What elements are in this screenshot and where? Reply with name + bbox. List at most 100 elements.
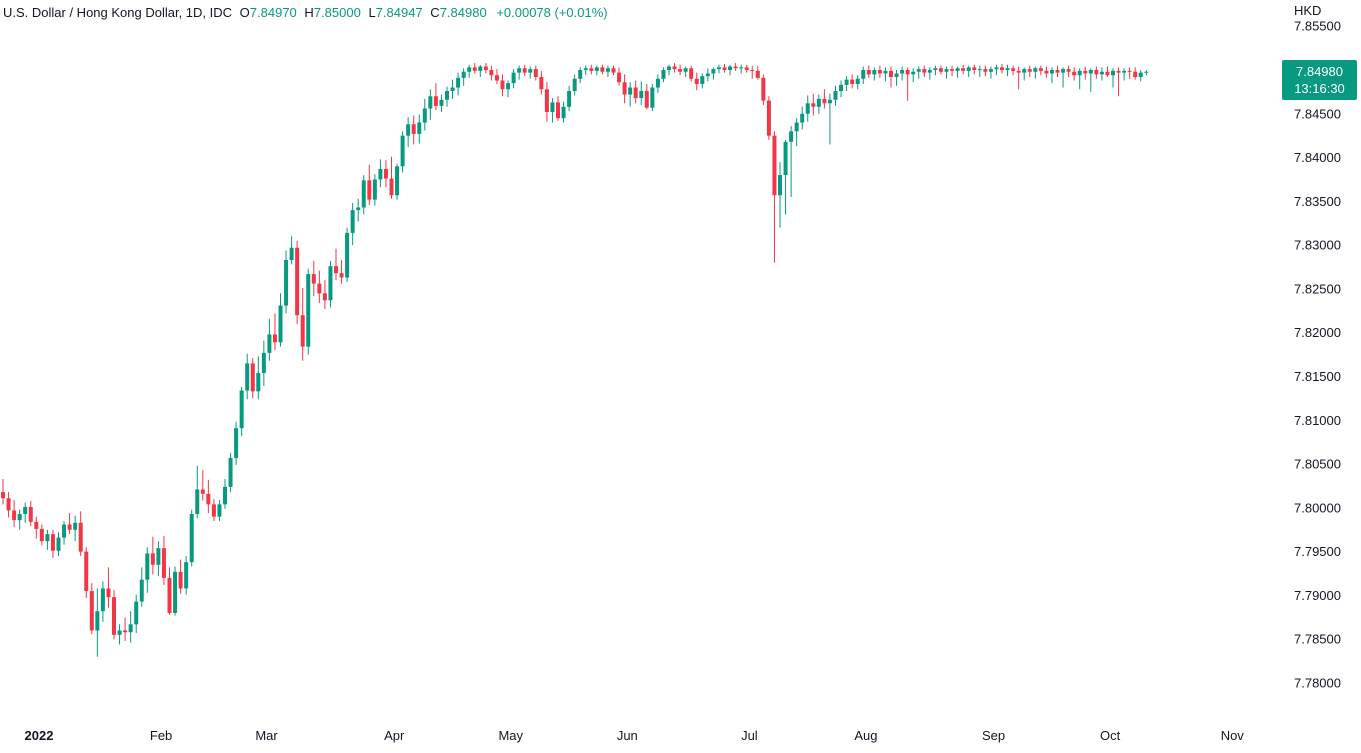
- candle: [644, 84, 649, 110]
- candle-body: [1094, 70, 1099, 75]
- candle-body: [223, 486, 227, 505]
- candle: [34, 516, 39, 539]
- candle-body: [522, 68, 527, 73]
- candle-body: [117, 630, 122, 635]
- candle-body: [861, 70, 866, 79]
- candle: [850, 74, 855, 89]
- candle-body: [961, 68, 966, 71]
- candle-body: [150, 553, 155, 565]
- candle-body: [755, 70, 760, 78]
- candle-body: [411, 124, 416, 134]
- candle-body: [17, 513, 22, 521]
- candle-body: [539, 77, 544, 90]
- candle-body: [112, 597, 116, 635]
- candle: [272, 313, 277, 351]
- candle: [977, 65, 982, 78]
- candle: [1105, 66, 1110, 78]
- price-tick-label: 7.78500: [1294, 632, 1341, 647]
- candle: [877, 65, 882, 78]
- price-tick-label: 7.85500: [1294, 19, 1341, 34]
- high-label: H: [304, 5, 314, 20]
- candle: [1099, 67, 1104, 81]
- symbol-title[interactable]: U.S. Dollar / Hong Kong Dollar, 1D, IDC: [3, 5, 233, 20]
- candle: [161, 535, 166, 585]
- candle: [1016, 66, 1021, 90]
- candle: [1138, 70, 1143, 82]
- time-axis[interactable]: 2022 Feb Mar Apr May Jun Jul Aug Sep Oct Nov: [25, 728, 1245, 743]
- candle: [328, 260, 333, 308]
- candle-body: [1055, 70, 1060, 73]
- candle-body: [766, 100, 771, 136]
- candle-body: [1005, 68, 1010, 70]
- candle: [900, 66, 905, 81]
- candle: [689, 65, 694, 82]
- candle-body: [1088, 70, 1093, 74]
- candle-body: [23, 506, 28, 514]
- candle-body: [456, 77, 461, 88]
- candle: [45, 529, 50, 550]
- candle-body: [1061, 69, 1066, 73]
- candle: [361, 175, 366, 215]
- candle: [1077, 68, 1082, 90]
- candle-body: [167, 577, 172, 613]
- candle: [533, 65, 538, 81]
- time-tick-label: Nov: [1221, 728, 1245, 743]
- candle: [178, 559, 183, 594]
- candle-body: [383, 168, 388, 179]
- candle-body: [833, 91, 838, 100]
- candle: [1133, 67, 1138, 80]
- candle-body: [722, 67, 727, 70]
- price-tick-label: 7.80500: [1294, 457, 1341, 472]
- candle: [95, 588, 100, 657]
- candle: [112, 590, 116, 640]
- candle-body: [378, 168, 383, 180]
- candle: [861, 66, 866, 85]
- candle-body: [250, 363, 255, 392]
- currency-label[interactable]: HKD: [1294, 3, 1322, 18]
- candle: [278, 293, 283, 347]
- candle-body: [872, 70, 877, 75]
- candle: [1083, 66, 1088, 80]
- candle-body: [1144, 71, 1149, 73]
- candle: [972, 64, 977, 75]
- candle: [267, 318, 272, 361]
- candle: [139, 567, 144, 607]
- candle: [156, 541, 161, 577]
- candle-body: [567, 91, 572, 107]
- candle: [1022, 67, 1027, 81]
- candle-body: [617, 72, 622, 83]
- candle-body: [494, 75, 499, 81]
- candle-body: [322, 293, 327, 301]
- candle: [100, 581, 105, 622]
- candle: [661, 67, 666, 83]
- candle-body: [56, 537, 61, 551]
- candle: [722, 63, 727, 73]
- candle-body: [1105, 71, 1110, 76]
- candle: [322, 280, 327, 310]
- candle-body: [145, 553, 150, 580]
- candle: [755, 65, 760, 80]
- candle: [23, 502, 28, 523]
- candle-body: [1138, 72, 1143, 78]
- candle-body: [361, 180, 366, 208]
- candle-body: [428, 96, 433, 109]
- candle-body: [794, 122, 799, 132]
- candle: [1055, 65, 1060, 78]
- candle: [234, 422, 239, 465]
- price-axis[interactable]: 7.78000 7.78500 7.79000 7.79500 7.80000 7.805…: [1294, 19, 1341, 691]
- candle-body: [483, 66, 488, 70]
- candle-body: [123, 630, 128, 633]
- candle: [73, 515, 78, 542]
- candle-body: [1072, 71, 1077, 76]
- candle: [295, 240, 300, 324]
- candle-body: [633, 87, 638, 99]
- candle-body: [844, 79, 849, 85]
- candle-body: [417, 122, 422, 134]
- candle-body: [1027, 69, 1032, 72]
- candle-body: [73, 522, 78, 530]
- candle-body: [317, 283, 322, 294]
- price-tick-label: 7.83000: [1294, 238, 1341, 253]
- candles-layer: [1, 62, 1149, 657]
